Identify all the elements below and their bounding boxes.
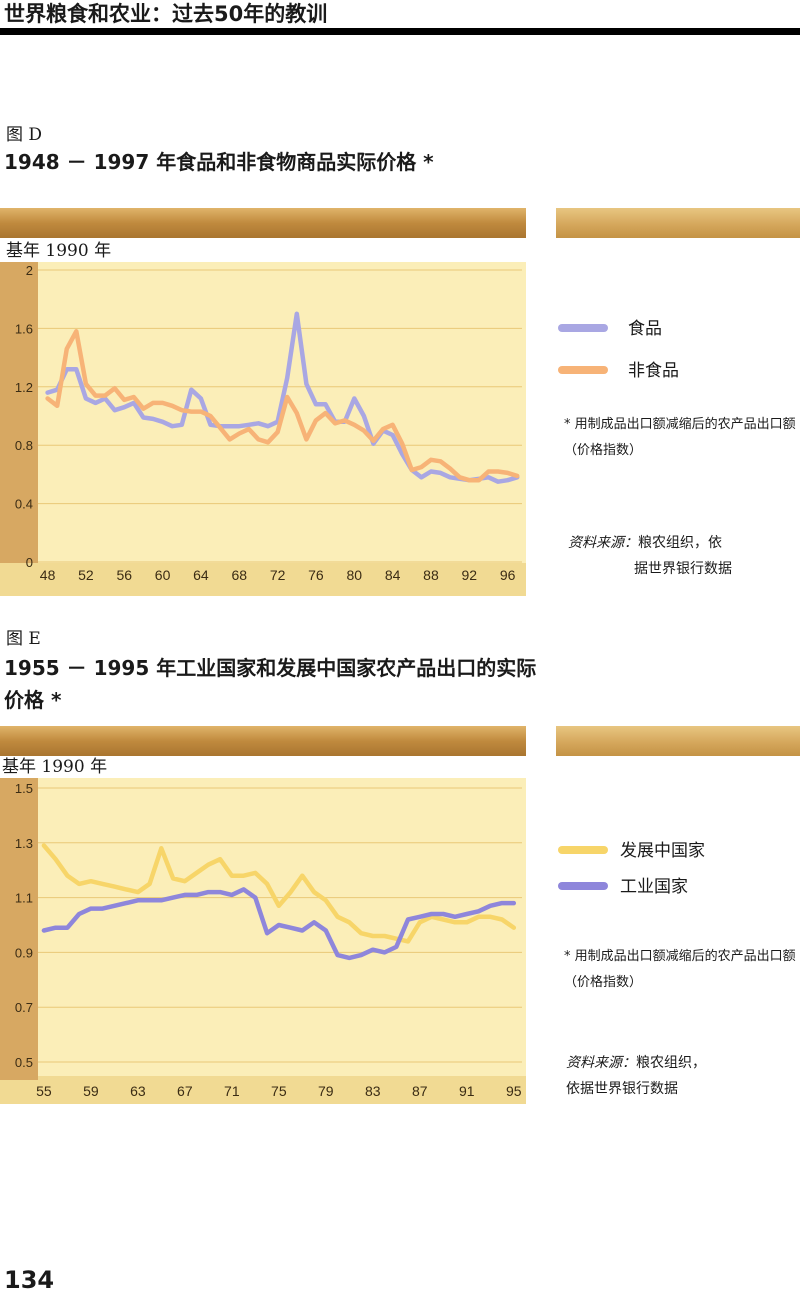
chart-d-x-tick-0: 48: [40, 567, 56, 583]
chart-e-y-tick-3: 1.1: [15, 891, 33, 906]
chart-d-x-tick-4: 64: [193, 567, 209, 583]
figure-d-label: 图 D: [6, 125, 43, 145]
figure-e-source-line2: 依据世界银行数据: [566, 1081, 678, 1097]
legend-label-developing: 发展中国家: [620, 841, 705, 861]
figure-d-source-line1: 粮农组织，依: [638, 535, 722, 551]
running-header: 世界粮食和农业：过去50年的教训: [4, 2, 328, 26]
chart-d-x-tick-7: 76: [308, 567, 324, 583]
chart-e-x-axis-band-left: [0, 1080, 38, 1104]
page-number: 134: [4, 1266, 55, 1294]
figure-d-source-line2: 据世界银行数据: [634, 561, 732, 577]
chart-d-x-tick-10: 88: [423, 567, 439, 583]
chart-e: 0.5 0.7 0.9 1.1 1.3 1.5 55 59 63 67 71 75 79 83 87 91 9…: [0, 778, 526, 1104]
chart-d-x-tick-11: 92: [461, 567, 477, 583]
figure-e-source: 资料来源：粮农组织， 依据世界银行数据: [566, 1050, 706, 1102]
chart-e-series-line-1: [41, 887, 517, 961]
chart-d-x-tick-5: 68: [231, 567, 247, 583]
chart-e-x-tick-8: 87: [412, 1083, 428, 1099]
chart-e-x-tick-4: 71: [224, 1083, 240, 1099]
chart-e-y-tick-2: 0.9: [15, 945, 33, 960]
figure-e-label: 图 E: [6, 629, 41, 649]
legend-label-food: 食品: [628, 319, 662, 339]
chart-e-x-tick-7: 83: [365, 1083, 381, 1099]
figure-e-base-label: 基年 1990 年: [2, 757, 108, 777]
header-rule: [0, 28, 800, 35]
chart-d-x-tick-6: 72: [270, 567, 286, 583]
figure-e-title: 1955 － 1995 年工业国家和发展中国家农产品出口的实际价格 *: [4, 656, 537, 712]
chart-d-y-tick-2: 0.8: [15, 438, 33, 453]
chart-d-series-line-1: [45, 329, 520, 483]
legend-swatch-developing: [558, 846, 608, 854]
chart-e-y-tick-1: 0.7: [15, 1000, 33, 1015]
chart-d-y-tick-5: 2: [26, 263, 33, 278]
chart-e-y-tick-4: 1.3: [15, 836, 33, 851]
chart-d-x-tick-3: 60: [155, 567, 171, 583]
figure-e-header-bar: [0, 726, 526, 756]
chart-d-series-line-0: [45, 311, 520, 484]
legend-swatch-nonfood: [558, 366, 608, 374]
chart-e-x-tick-10: 95: [506, 1083, 522, 1099]
chart-d-x-tick-2: 56: [116, 567, 132, 583]
figure-d-source-label: 资料来源：: [568, 535, 638, 551]
figure-e-side-bar: [556, 726, 800, 756]
chart-e-y-tick-0: 0.5: [15, 1055, 33, 1070]
chart-e-y-tick-5: 1.5: [15, 781, 33, 796]
chart-d-y-tick-4: 1.6: [15, 321, 33, 336]
chart-e-x-tick-0: 55: [36, 1083, 52, 1099]
figure-d-source: 资料来源：粮农组织，依 据世界银行数据: [568, 530, 732, 582]
chart-d-y-axis-band: [0, 262, 38, 563]
chart-d: 0 0.4 0.8 1.2 1.6 2 48 52 56 60 64 68 72 76 80 84 88 92 9…: [0, 262, 526, 596]
figure-d-title: 1948 － 1997 年食品和非食物商品实际价格 *: [4, 150, 434, 174]
chart-e-x-axis-band: [38, 1076, 526, 1104]
figure-e-source-line1: 粮农组织，: [636, 1055, 706, 1071]
chart-e-x-tick-6: 79: [318, 1083, 334, 1099]
figure-d-header-bar: [0, 208, 526, 238]
chart-e-x-tick-1: 59: [83, 1083, 99, 1099]
chart-e-x-tick-2: 63: [130, 1083, 146, 1099]
chart-d-x-tick-12: 96: [500, 567, 516, 583]
figure-e-note: * 用制成品出口额减缩后的农产品出口额（价格指数）: [564, 949, 796, 990]
figure-e-source-label: 资料来源：: [566, 1055, 636, 1071]
chart-e-x-tick-3: 67: [177, 1083, 193, 1099]
chart-d-y-tick-0: 0: [26, 555, 33, 570]
legend-label-nonfood: 非食品: [628, 361, 679, 381]
chart-d-x-tick-8: 80: [346, 567, 362, 583]
chart-e-background: [0, 778, 526, 1104]
chart-e-series-line-0: [41, 843, 517, 944]
chart-d-x-tick-9: 84: [385, 567, 401, 583]
legend-swatch-industrial: [558, 882, 608, 890]
figure-d-base-label: 基年 1990 年: [6, 241, 112, 261]
chart-d-x-tick-1: 52: [78, 567, 94, 583]
chart-d-x-axis-band: [0, 563, 526, 596]
chart-d-background: [0, 262, 526, 596]
chart-e-x-tick-5: 75: [271, 1083, 287, 1099]
legend-swatch-food: [558, 324, 608, 332]
legend-label-industrial: 工业国家: [620, 877, 688, 897]
chart-d-y-tick-3: 1.2: [15, 380, 33, 395]
figure-d-note: * 用制成品出口额减缩后的农产品出口额（价格指数）: [564, 417, 796, 458]
chart-e-x-tick-9: 91: [459, 1083, 475, 1099]
chart-d-y-tick-1: 0.4: [15, 497, 33, 512]
figure-d-side-bar: [556, 208, 800, 238]
chart-e-y-axis-band: [0, 778, 38, 1080]
